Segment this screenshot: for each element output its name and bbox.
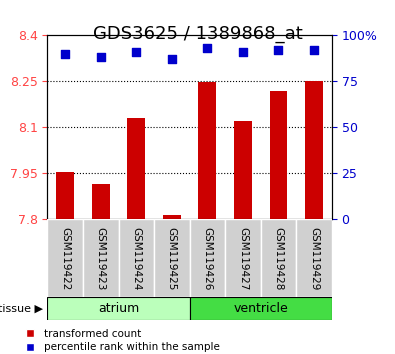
Text: GSM119422: GSM119422 [60,227,70,290]
Point [204,45,211,51]
Text: GSM119423: GSM119423 [96,227,106,290]
Text: tissue ▶: tissue ▶ [0,304,43,314]
Bar [92,184,110,219]
Bar [127,118,145,219]
FancyBboxPatch shape [118,219,154,297]
Text: GSM119426: GSM119426 [202,227,213,290]
FancyBboxPatch shape [154,219,190,297]
Point [169,57,175,62]
Bar [56,172,74,219]
Bar [270,91,288,219]
FancyBboxPatch shape [190,219,225,297]
FancyBboxPatch shape [190,297,332,320]
Legend: transformed count, percentile rank within the sample: transformed count, percentile rank withi… [25,329,220,352]
Text: GSM119428: GSM119428 [273,227,284,290]
Bar [199,82,216,219]
Text: GSM119424: GSM119424 [131,227,141,290]
Text: GDS3625 / 1389868_at: GDS3625 / 1389868_at [92,25,303,43]
Bar [305,81,323,219]
FancyBboxPatch shape [47,219,83,297]
Text: GSM119427: GSM119427 [238,227,248,290]
Point [311,47,317,53]
Point [62,51,68,57]
FancyBboxPatch shape [225,219,261,297]
Point [98,55,104,60]
Text: ventricle: ventricle [233,302,288,315]
Point [133,49,139,55]
Bar [163,215,181,219]
FancyBboxPatch shape [261,219,296,297]
Bar [234,121,252,219]
Text: atrium: atrium [98,302,139,315]
Text: GSM119425: GSM119425 [167,227,177,290]
Text: GSM119429: GSM119429 [309,227,319,290]
FancyBboxPatch shape [296,219,332,297]
Point [240,49,246,55]
FancyBboxPatch shape [47,297,190,320]
FancyBboxPatch shape [83,219,118,297]
Point [275,47,282,53]
